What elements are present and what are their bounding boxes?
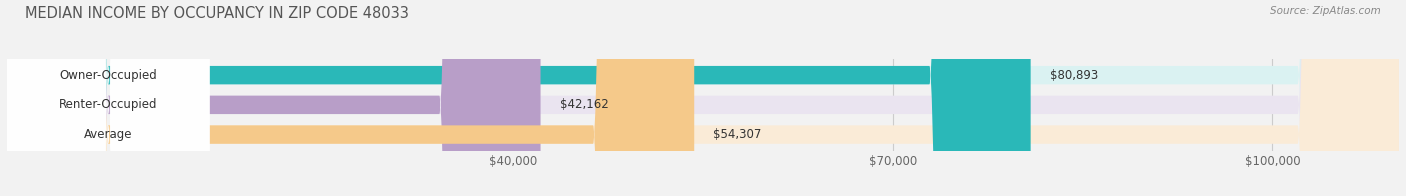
FancyBboxPatch shape [7, 0, 209, 196]
Text: $42,162: $42,162 [560, 98, 609, 111]
Text: Average: Average [84, 128, 132, 141]
FancyBboxPatch shape [7, 0, 695, 196]
FancyBboxPatch shape [7, 0, 1399, 196]
Text: MEDIAN INCOME BY OCCUPANCY IN ZIP CODE 48033: MEDIAN INCOME BY OCCUPANCY IN ZIP CODE 4… [25, 6, 409, 21]
FancyBboxPatch shape [7, 0, 1399, 196]
FancyBboxPatch shape [7, 0, 540, 196]
Text: Owner-Occupied: Owner-Occupied [59, 69, 157, 82]
Text: Source: ZipAtlas.com: Source: ZipAtlas.com [1270, 6, 1381, 16]
FancyBboxPatch shape [7, 0, 1031, 196]
FancyBboxPatch shape [7, 0, 1399, 196]
Text: Renter-Occupied: Renter-Occupied [59, 98, 157, 111]
Text: $54,307: $54,307 [713, 128, 762, 141]
FancyBboxPatch shape [7, 0, 209, 196]
Text: $80,893: $80,893 [1050, 69, 1098, 82]
FancyBboxPatch shape [7, 0, 209, 196]
